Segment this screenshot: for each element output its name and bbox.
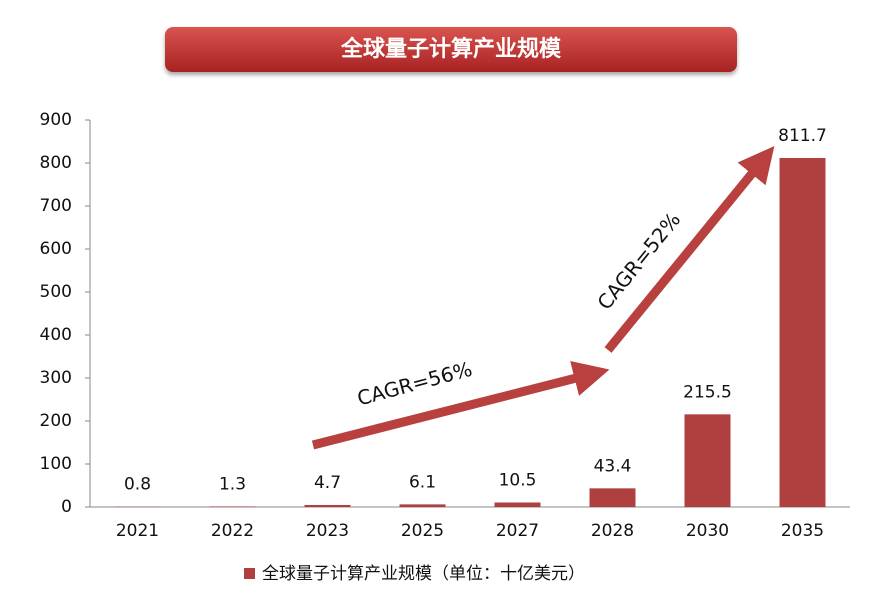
bar: [589, 488, 636, 507]
value-label: 215.5: [683, 382, 732, 402]
bar: [209, 506, 256, 507]
y-tick-label: 400: [40, 325, 72, 345]
x-tick-label: 2023: [306, 521, 349, 541]
value-label: 811.7: [778, 126, 827, 146]
y-tick-label: 0: [61, 497, 72, 517]
x-tick-label: 2028: [591, 521, 634, 541]
value-label: 1.3: [219, 474, 246, 494]
bar: [779, 157, 826, 507]
legend-label: 全球量子计算产业规模（单位：十亿美元）: [262, 564, 585, 584]
chart-title: 全球量子计算产业规模: [340, 36, 562, 62]
value-label: 4.7: [314, 473, 341, 493]
x-tick-label: 2022: [211, 521, 254, 541]
value-label: 43.4: [594, 456, 632, 476]
legend-swatch: [244, 568, 255, 579]
value-label: 0.8: [124, 475, 151, 495]
x-tick-label: 2025: [401, 521, 444, 541]
x-tick-label: 2035: [781, 521, 824, 541]
bar: [304, 504, 351, 507]
y-tick-label: 300: [40, 368, 72, 388]
x-tick-label: 2021: [116, 521, 159, 541]
value-label: 10.5: [499, 470, 537, 490]
value-label: 6.1: [409, 472, 436, 492]
y-tick-label: 800: [40, 153, 72, 173]
bar: [494, 502, 541, 507]
y-tick-label: 600: [40, 239, 72, 259]
x-tick-label: 2027: [496, 521, 539, 541]
bar: [399, 504, 446, 507]
annotation: CAGR=52%: [592, 208, 685, 315]
y-tick-label: 100: [40, 454, 72, 474]
annotation: CAGR=56%: [355, 357, 475, 411]
y-tick-label: 700: [40, 196, 72, 216]
y-tick-label: 500: [40, 282, 72, 302]
cagr-arrow: [604, 146, 775, 353]
y-tick-label: 900: [40, 110, 72, 130]
title-banner: [165, 27, 737, 72]
y-tick-label: 200: [40, 411, 72, 431]
bar: [684, 414, 731, 507]
cagr-arrow: [311, 360, 610, 450]
x-tick-label: 2030: [686, 521, 729, 541]
